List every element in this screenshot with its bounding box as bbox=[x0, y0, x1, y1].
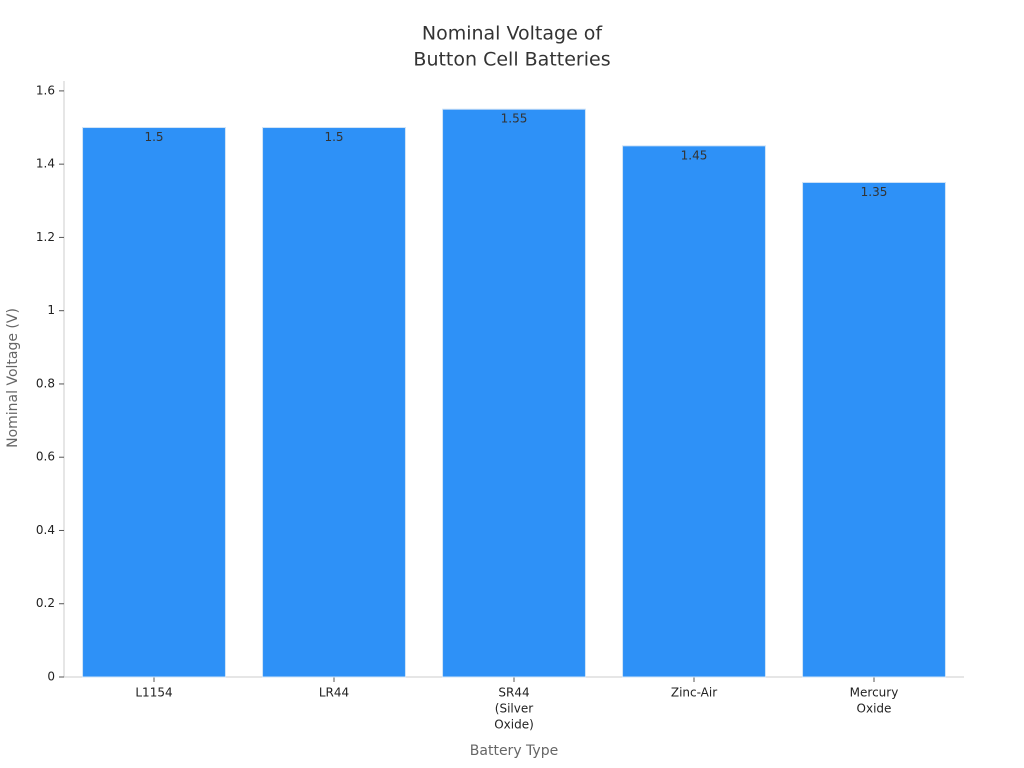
bar bbox=[622, 145, 766, 678]
x-tick-label: Oxide bbox=[857, 702, 892, 716]
bar bbox=[802, 181, 946, 678]
y-tick-label: 0.6 bbox=[36, 450, 55, 464]
chart-title: Nominal Voltage of bbox=[422, 23, 604, 45]
x-tick-label: Oxide) bbox=[494, 718, 534, 732]
value-label: 1.5 bbox=[324, 130, 343, 144]
value-label: 1.45 bbox=[681, 148, 708, 162]
value-label: 1.55 bbox=[501, 112, 528, 126]
bar bbox=[262, 127, 406, 678]
bar bbox=[442, 108, 586, 678]
x-tick-label: L1154 bbox=[135, 686, 172, 700]
y-axis-title: Nominal Voltage (V) bbox=[5, 308, 21, 448]
x-tick-label: SR44 bbox=[498, 686, 529, 700]
y-tick-label: 1 bbox=[47, 303, 55, 317]
x-tick-label: (Silver bbox=[495, 702, 533, 716]
chart-title: Button Cell Batteries bbox=[413, 49, 610, 71]
y-tick-label: 1.4 bbox=[36, 157, 55, 171]
x-tick-label: Mercury bbox=[850, 686, 899, 700]
x-axis-title: Battery Type bbox=[470, 743, 558, 759]
value-label: 1.5 bbox=[144, 130, 163, 144]
y-tick-label: 0.4 bbox=[36, 523, 55, 537]
y-tick-label: 0.2 bbox=[36, 596, 55, 610]
y-tick-label: 1.6 bbox=[36, 83, 55, 97]
y-tick-label: 0 bbox=[47, 670, 55, 684]
y-tick-label: 1.2 bbox=[36, 230, 55, 244]
value-label: 1.35 bbox=[861, 185, 888, 199]
y-tick-label: 0.8 bbox=[36, 376, 55, 390]
x-tick-label: LR44 bbox=[319, 686, 349, 700]
x-tick-label: Zinc-Air bbox=[671, 686, 717, 700]
bar bbox=[82, 127, 226, 678]
